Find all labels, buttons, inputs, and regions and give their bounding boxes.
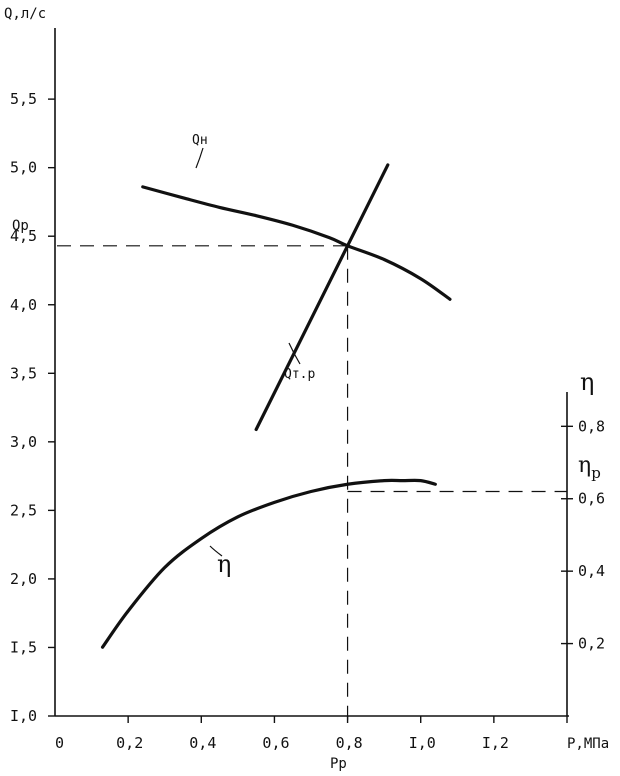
axes xyxy=(54,28,569,717)
eta-series-label: η xyxy=(217,550,231,578)
qn-series-label: Qн xyxy=(192,133,208,148)
y-right-ticks: 0,2 0,4 0,6 0,8 xyxy=(561,417,605,653)
y-right-tick-label-1: 0,4 xyxy=(578,562,605,580)
x-tick-label-0: 0 xyxy=(55,734,64,752)
y-left-tick-label-3: 2,5 xyxy=(10,501,37,519)
y-right-tick-label-2: 0,6 xyxy=(578,490,605,508)
x-tick-label-6: I,2 xyxy=(482,734,509,752)
y-left-tick-label-5: 3,5 xyxy=(10,364,37,382)
qtr-leader-line xyxy=(288,342,301,365)
qn-curve xyxy=(141,185,452,301)
curves xyxy=(100,163,452,649)
y-left-ticks: I,0 I,5 2,0 2,5 3,0 3,5 4,0 4,5 5,0 5,5 xyxy=(10,90,55,725)
y-left-tick-label-4: 3,0 xyxy=(10,433,37,451)
y-left-tick-label-0: I,0 xyxy=(10,707,37,725)
y-left-tick-label-9: 5,5 xyxy=(10,90,37,108)
y-left-tick-label-1: I,5 xyxy=(10,638,37,656)
eta-p-symbol: η xyxy=(578,453,591,478)
x-ticks: 0 0,2 0,4 0,6 0,8 I,0 I,2 xyxy=(55,716,568,752)
y-left-axis-label: Q,л/с xyxy=(4,6,46,22)
x-tick-label-2: 0,4 xyxy=(189,734,216,752)
qtr-line xyxy=(254,163,390,432)
y-left-tick-label-2: 2,0 xyxy=(10,570,37,588)
x-tick-label-4: 0,8 xyxy=(336,734,363,752)
qtr-series-label: Qт.р xyxy=(284,367,315,382)
eta-p-marker-label: ηp xyxy=(578,453,601,482)
qn-leader-line xyxy=(195,147,204,169)
x-tick-label-1: 0,2 xyxy=(116,734,143,752)
y-left-tick-label-8: 5,0 xyxy=(10,159,37,177)
eta-p-subscript: p xyxy=(591,464,601,482)
eta-curve xyxy=(100,478,437,649)
qp-marker-label: Qp xyxy=(12,218,29,234)
pp-marker-label: Pp xyxy=(330,756,347,772)
x-tick-label-3: 0,6 xyxy=(262,734,289,752)
y-left-tick-label-6: 4,0 xyxy=(10,296,37,314)
eta-leader-line xyxy=(209,545,223,557)
y-right-tick-label-0: 0,2 xyxy=(578,635,605,653)
y-left-tick-label-7: 4,5 xyxy=(10,227,37,245)
y-right-tick-label-3: 0,8 xyxy=(578,417,605,435)
eta-axis-label: η xyxy=(580,368,594,396)
x-axis-label: P,МПа xyxy=(567,736,609,752)
x-tick-label-5: I,0 xyxy=(409,734,436,752)
